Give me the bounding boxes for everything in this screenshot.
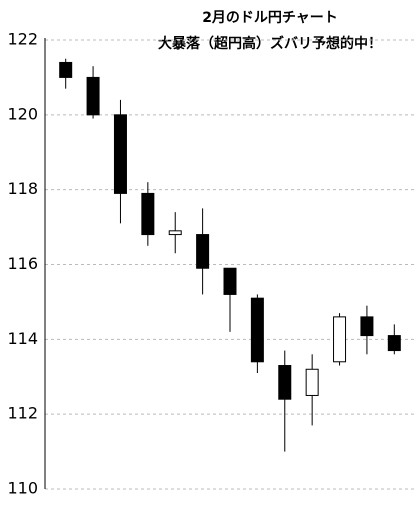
- y-tick-label: 116: [7, 254, 38, 273]
- candle-body: [305, 368, 319, 396]
- y-tick-label: 114: [7, 329, 38, 348]
- chart-title: 2月のドル円チャート: [202, 10, 338, 26]
- y-tick-label: 120: [7, 104, 38, 123]
- candle-body: [278, 365, 292, 400]
- y-tick-label: 112: [7, 404, 38, 423]
- candle-body: [196, 234, 210, 269]
- y-tick-label: 110: [7, 479, 38, 498]
- candle-body: [141, 192, 155, 236]
- chart-subtitle: 大暴落（超円高）ズバリ予想的中！: [158, 35, 382, 52]
- candle-body: [360, 316, 374, 337]
- candle-body: [333, 316, 347, 363]
- candle-body: [250, 297, 264, 363]
- candle-body: [168, 230, 182, 236]
- candle-body: [59, 61, 73, 78]
- candle-body: [223, 267, 237, 295]
- y-tick-label: 122: [7, 30, 38, 49]
- candle-body: [387, 335, 401, 352]
- y-tick-label: 118: [7, 179, 38, 198]
- candle-body: [113, 114, 127, 194]
- candle-body: [86, 76, 100, 116]
